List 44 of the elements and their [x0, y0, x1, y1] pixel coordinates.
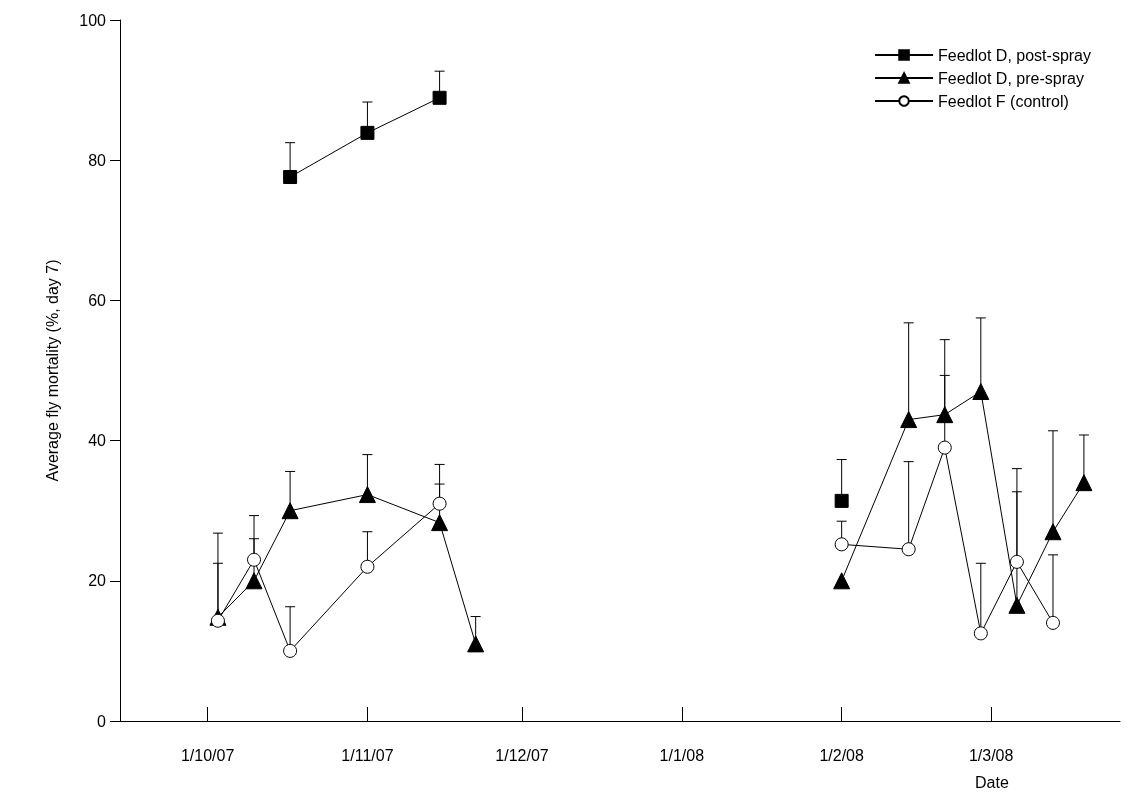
x-tick-label: 1/11/07: [341, 746, 394, 764]
point: [1009, 554, 1024, 569]
x-tick-label: 1/3/08: [968, 746, 1014, 764]
point: [973, 626, 988, 641]
y-tick-label: 80: [88, 151, 107, 169]
point: [1075, 474, 1093, 492]
point: [358, 486, 376, 504]
point: [210, 613, 225, 628]
x-tick-label: 1/10/07: [180, 746, 235, 764]
x-tick-label: 1/12/07: [495, 746, 549, 764]
point: [281, 502, 299, 520]
point: [834, 493, 849, 508]
x-tick-label: 1/1/08: [659, 746, 705, 764]
point: [1046, 615, 1060, 630]
point: [972, 383, 990, 401]
y-tick-label: 0: [97, 712, 107, 730]
x-axis-title: Date: [975, 773, 1009, 791]
point: [360, 125, 375, 140]
point: [937, 440, 952, 455]
point: [833, 572, 851, 590]
point: [247, 552, 262, 567]
point: [900, 411, 918, 429]
point: [936, 406, 954, 424]
x-tick-label: 1/2/08: [819, 746, 864, 764]
legend-label: Feedlot D, pre-spray: [938, 69, 1084, 87]
y-tick-label: 40: [88, 432, 107, 450]
point: [432, 90, 447, 105]
point: [283, 170, 298, 185]
point: [1008, 596, 1026, 614]
point: [432, 496, 447, 511]
y-tick-label: 100: [79, 11, 107, 29]
point: [283, 643, 298, 658]
legend-label: Feedlot F (control): [938, 92, 1069, 110]
y-axis-title: Average fly mortality (%, day 7): [43, 259, 61, 482]
y-tick-label: 20: [88, 572, 107, 590]
point: [245, 572, 263, 590]
point: [834, 537, 849, 552]
legend-label: Feedlot D, post-spray: [938, 46, 1091, 64]
y-tick-label: 60: [88, 291, 107, 309]
point: [901, 542, 916, 557]
point: [467, 635, 485, 653]
point: [360, 559, 375, 574]
point: [1044, 523, 1062, 541]
point: [431, 514, 449, 532]
